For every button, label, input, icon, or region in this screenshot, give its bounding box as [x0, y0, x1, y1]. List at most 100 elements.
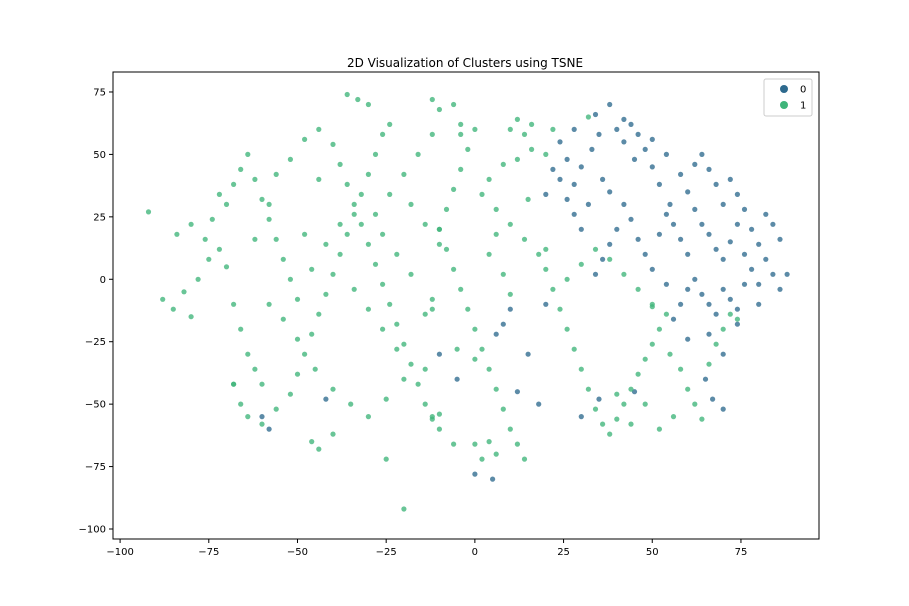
scatter-point-series-0 [667, 201, 673, 207]
scatter-point-series-0 [607, 189, 613, 195]
scatter-point-series-1 [656, 426, 663, 432]
scatter-point-series-0 [592, 271, 599, 277]
scatter-point-series-0 [536, 401, 542, 407]
scatter-point-series-1 [383, 456, 389, 462]
scatter-point-series-0 [699, 221, 705, 227]
scatter-point-series-1 [635, 286, 641, 292]
scatter-point-series-1 [245, 414, 251, 420]
scatter-point-series-1 [507, 126, 513, 132]
y-tick-label: −25 [85, 337, 106, 348]
scatter-point-series-0 [571, 126, 577, 132]
scatter-point-series-1 [429, 306, 435, 312]
scatter-point-series-0 [571, 181, 577, 187]
scatter-point-series-0 [578, 414, 584, 420]
scatter-point-series-0 [685, 336, 691, 342]
scatter-point-series-1 [699, 416, 705, 422]
scatter-point-series-1 [514, 116, 521, 122]
scatter-point-series-0 [706, 301, 712, 307]
scatter-point-series-1 [259, 381, 265, 387]
scatter-point-series-1 [458, 121, 464, 127]
scatter-point-series-1 [514, 441, 521, 447]
scatter-point-series-1 [451, 186, 457, 192]
scatter-point-series-1 [358, 221, 364, 227]
scatter-point-series-1 [536, 251, 542, 257]
scatter-point-series-0 [454, 376, 460, 382]
scatter-point-series-1 [529, 121, 535, 127]
scatter-point-series-0 [734, 321, 741, 327]
scatter-point-series-0 [656, 231, 663, 237]
scatter-point-series-0 [614, 126, 620, 132]
scatter-point-series-1 [479, 456, 485, 462]
scatter-point-series-1 [294, 336, 301, 342]
scatter-point-series-0 [713, 181, 719, 187]
scatter-point-series-0 [699, 291, 705, 297]
scatter-point-series-0 [741, 281, 748, 287]
scatter-point-series-1 [323, 291, 329, 297]
scatter-point-series-1 [401, 171, 407, 177]
scatter-point-series-0 [490, 476, 496, 482]
scatter-point-series-1 [578, 366, 584, 372]
x-tick-label: 50 [646, 547, 659, 558]
scatter-point-series-1 [472, 356, 478, 362]
scatter-point-series-1 [564, 276, 570, 282]
scatter-point-series-0 [706, 331, 712, 337]
scatter-point-series-0 [266, 426, 272, 432]
scatter-point-series-0 [720, 256, 726, 262]
scatter-point-series-1 [472, 126, 478, 132]
scatter-point-series-1 [365, 171, 371, 177]
scatter-point-series-0 [656, 181, 663, 187]
scatter-point-series-1 [458, 286, 464, 292]
scatter-point-series-1 [543, 266, 549, 272]
scatter-point-series-1 [365, 101, 371, 108]
scatter-point-series-1 [344, 181, 350, 187]
scatter-point-series-0 [670, 316, 677, 322]
scatter-point-series-0 [678, 301, 684, 307]
y-tick-label: −75 [85, 462, 106, 473]
scatter-point-series-1 [344, 91, 350, 98]
scatter-point-series-1 [685, 386, 691, 392]
scatter-point-series-0 [670, 221, 677, 227]
scatter-point-series-1 [408, 271, 414, 277]
scatter-point-series-0 [649, 164, 655, 170]
scatter-point-series-1 [649, 304, 655, 310]
scatter-point-series-1 [145, 209, 152, 215]
legend-marker-0 [780, 85, 788, 93]
scatter-point-series-0 [621, 139, 627, 145]
scatter-point-series-1 [245, 351, 251, 357]
scatter-point-series-1 [415, 151, 421, 157]
x-tick-label: −75 [198, 547, 219, 558]
scatter-point-series-0 [500, 321, 506, 327]
scatter-point-series-1 [280, 256, 286, 262]
scatter-point-series-1 [316, 126, 322, 132]
scatter-point-series-1 [451, 101, 457, 108]
y-tick-label: 75 [93, 87, 106, 98]
scatter-point-series-1 [628, 386, 634, 392]
scatter-point-series-1 [429, 96, 435, 103]
scatter-point-series-1 [302, 136, 308, 142]
scatter-point-series-0 [756, 241, 762, 247]
scatter-point-series-1 [600, 421, 606, 427]
scatter-point-series-1 [266, 301, 272, 307]
scatter-point-series-1 [348, 401, 354, 407]
scatter-point-series-0 [720, 406, 726, 412]
scatter-point-series-1 [429, 414, 435, 420]
y-tick-label: −50 [85, 400, 106, 411]
scatter-point-series-1 [458, 131, 464, 137]
scatter-point-series-0 [543, 191, 549, 197]
scatter-point-series-1 [302, 231, 308, 237]
scatter-point-series-1 [401, 341, 407, 347]
scatter-point-series-0 [763, 256, 769, 262]
scatter-point-series-1 [344, 231, 350, 237]
scatter-point-series-0 [631, 156, 638, 162]
scatter-point-series-0 [600, 176, 606, 182]
scatter-point-series-1 [330, 141, 336, 147]
scatter-point-series-1 [380, 131, 386, 137]
scatter-point-series-0 [663, 151, 670, 157]
scatter-point-series-1 [312, 366, 318, 372]
scatter-point-series-1 [422, 221, 428, 227]
scatter-point-series-1 [521, 131, 528, 137]
scatter-point-series-1 [351, 211, 357, 217]
scatter-point-series-1 [678, 366, 684, 372]
scatter-point-series-1 [656, 326, 663, 332]
